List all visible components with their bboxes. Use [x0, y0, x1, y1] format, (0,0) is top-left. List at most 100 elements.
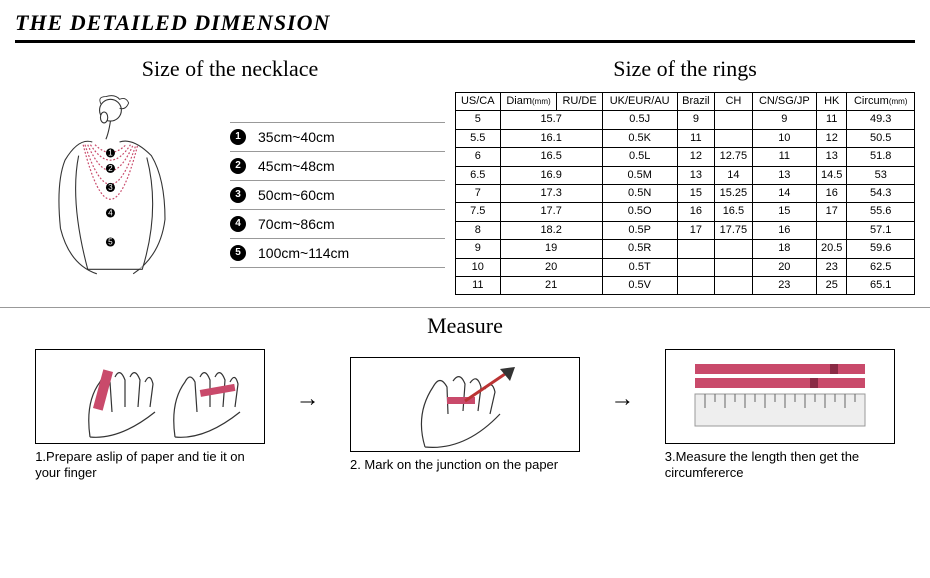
table-cell: 17.7 [500, 203, 602, 221]
table-cell: 7.5 [456, 203, 501, 221]
table-cell: 55.6 [847, 203, 915, 221]
table-cell: 0.5N [602, 184, 677, 202]
necklace-size-item: 2 45cm~48cm [230, 152, 445, 181]
table-cell: 10 [456, 258, 501, 276]
table-cell: 18.2 [500, 221, 602, 239]
table-cell [715, 129, 753, 147]
table-cell: 14 [715, 166, 753, 184]
table-cell: 0.5J [602, 111, 677, 129]
table-cell: 16.9 [500, 166, 602, 184]
table-cell: 17 [677, 221, 715, 239]
table-cell: 15 [752, 203, 816, 221]
necklace-size-list: 135cm~40cm 2 45cm~48cm 350cm~60cm470cm~86cm… [230, 122, 445, 268]
necklace-content: 1 2 3 4 5 135cm~40cm 2 45cm~48cm 350cm~60cm… [15, 92, 445, 297]
necklace-size-item: 135cm~40cm [230, 122, 445, 152]
table-cell: 9 [456, 240, 501, 258]
table-header-cell: UK/EUR/AU [602, 93, 677, 111]
table-row: 818.20.5P1717.751657.1 [456, 221, 915, 239]
svg-text:4: 4 [108, 209, 113, 218]
necklace-size-item: 470cm~86cm [230, 210, 445, 239]
table-cell: 16.5 [500, 148, 602, 166]
table-cell: 0.5V [602, 276, 677, 294]
table-cell: 0.5R [602, 240, 677, 258]
table-cell: 9 [752, 111, 816, 129]
necklace-size-label: 45cm~48cm [258, 158, 335, 174]
table-row: 9190.5R1820.559.6 [456, 240, 915, 258]
table-cell: 6 [456, 148, 501, 166]
necklace-illustration: 1 2 3 4 5 [15, 92, 215, 297]
necklace-size-item: 350cm~60cm [230, 181, 445, 210]
table-cell: 50.5 [847, 129, 915, 147]
table-row: 717.30.5N1515.25141654.3 [456, 184, 915, 202]
necklace-title: Size of the necklace [15, 56, 445, 82]
table-cell: 7 [456, 184, 501, 202]
table-cell: 0.5K [602, 129, 677, 147]
table-cell: 6.5 [456, 166, 501, 184]
page-title: THE DETAILED DIMENSION [15, 10, 915, 43]
measure-title: Measure [0, 307, 930, 339]
table-cell: 20.5 [816, 240, 846, 258]
table-cell: 14 [752, 184, 816, 202]
table-cell: 51.8 [847, 148, 915, 166]
table-cell: 54.3 [847, 184, 915, 202]
step-1-illustration [35, 349, 265, 444]
size-row: Size of the necklace [0, 48, 930, 302]
table-row: 11210.5V232565.1 [456, 276, 915, 294]
table-cell: 53 [847, 166, 915, 184]
table-cell: 0.5M [602, 166, 677, 184]
table-cell: 5.5 [456, 129, 501, 147]
bullet-icon: 2 [230, 158, 246, 174]
table-cell: 18 [752, 240, 816, 258]
table-cell: 20 [752, 258, 816, 276]
table-body: 515.70.5J991149.35.516.10.5K11101250.561… [456, 111, 915, 295]
table-cell: 12.75 [715, 148, 753, 166]
table-row: 616.50.5L1212.75111351.8 [456, 148, 915, 166]
table-cell: 0.5T [602, 258, 677, 276]
bullet-icon: 4 [230, 216, 246, 232]
bullet-icon: 1 [230, 129, 246, 145]
table-cell: 15.7 [500, 111, 602, 129]
table-cell: 49.3 [847, 111, 915, 129]
svg-text:2: 2 [108, 164, 113, 173]
table-cell: 5 [456, 111, 501, 129]
necklace-size-item: 5100cm~114cm [230, 239, 445, 268]
table-cell: 20 [500, 258, 602, 276]
header: THE DETAILED DIMENSION [0, 0, 930, 48]
table-cell: 19 [500, 240, 602, 258]
table-cell [715, 258, 753, 276]
table-cell: 21 [500, 276, 602, 294]
step-3-caption: 3.Measure the length then get the circum… [665, 449, 895, 480]
necklace-size-label: 100cm~114cm [258, 245, 349, 261]
table-cell: 0.5P [602, 221, 677, 239]
table-row: 5.516.10.5K11 101250.5 [456, 129, 915, 147]
step-1-caption: 1.Prepare aslip of paper and tie it on y… [35, 449, 265, 480]
table-cell: 10 [752, 129, 816, 147]
table-header-cell: Brazil [677, 93, 715, 111]
table-cell: 12 [816, 129, 846, 147]
table-cell: 8 [456, 221, 501, 239]
table-row: 10200.5T202362.5 [456, 258, 915, 276]
table-row: 7.517.70.5O1616.5151755.6 [456, 203, 915, 221]
table-cell: 65.1 [847, 276, 915, 294]
table-cell [715, 240, 753, 258]
table-cell: 11 [677, 129, 715, 147]
table-header-cell: CH [715, 93, 753, 111]
table-header-cell: RU/DE [557, 93, 602, 111]
table-header-row: US/CADiam(mm)RU/DEUK/EUR/AUBrazilCHCN/SG… [456, 93, 915, 111]
table-cell: 16.1 [500, 129, 602, 147]
table-cell: 14.5 [816, 166, 846, 184]
rings-title: Size of the rings [455, 56, 915, 82]
table-cell: 11 [816, 111, 846, 129]
table-cell: 11 [752, 148, 816, 166]
ring-size-table: US/CADiam(mm)RU/DEUK/EUR/AUBrazilCHCN/SG… [455, 92, 915, 295]
table-cell: 16 [752, 221, 816, 239]
table-cell: 17.75 [715, 221, 753, 239]
step-3-illustration [665, 349, 895, 444]
rings-section: Size of the rings US/CADiam(mm)RU/DEUK/E… [455, 56, 915, 297]
arrow-icon: → [610, 386, 634, 413]
table-cell: 23 [752, 276, 816, 294]
step-2: 2. Mark on the junction on the paper [350, 357, 580, 473]
table-cell [715, 276, 753, 294]
svg-text:1: 1 [108, 149, 113, 158]
table-cell: 0.5L [602, 148, 677, 166]
